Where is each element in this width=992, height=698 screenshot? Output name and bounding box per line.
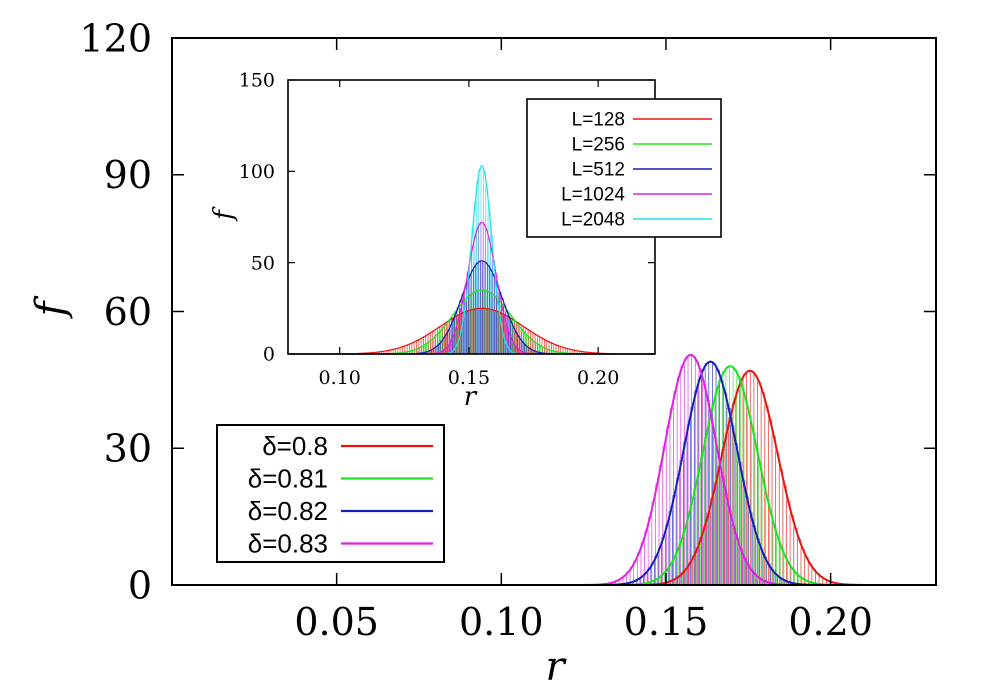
- main-histogram-bar: [644, 530, 649, 586]
- main-histogram-bar: [772, 526, 777, 586]
- inset-legend-label-4: L=1024: [561, 185, 625, 206]
- inset-y-tick-label: 100: [239, 161, 275, 183]
- main-y-tick-label: 60: [104, 290, 152, 334]
- main-histogram-bar: [761, 482, 767, 586]
- inset-y-axis-label: f: [209, 206, 239, 222]
- main-histogram-bar: [679, 460, 684, 586]
- main-x-tick-label: 0.15: [624, 600, 709, 644]
- main-y-tick-label: 0: [128, 563, 152, 607]
- main-histogram-bar: [769, 513, 774, 586]
- inset-x-tick-label: 0.20: [577, 367, 619, 389]
- inset-axis-ticks: 0.10 0.15 0.20 0 50 100 150: [239, 70, 655, 389]
- inset-x-tick-label: 0.10: [319, 367, 361, 389]
- main-histogram-bar: [675, 478, 681, 586]
- main-histogram-bar: [665, 426, 671, 586]
- main-histogram-bar: [793, 527, 798, 586]
- main-histogram-bars: [611, 354, 834, 586]
- main-x-axis-label: r: [545, 644, 567, 690]
- main-histogram-bar: [683, 441, 688, 586]
- main-histogram-bar: [778, 469, 784, 586]
- main-histogram-bar: [651, 501, 656, 586]
- main-histogram-bar: [658, 465, 664, 586]
- main-y-axis-label: f: [28, 295, 74, 319]
- main-histogram-bar: [668, 510, 673, 586]
- inset-x-tick-label: 0.15: [448, 367, 490, 389]
- main-histogram-bar: [789, 515, 795, 586]
- inset-y-tick-label: 0: [263, 344, 275, 366]
- main-histogram-bar: [765, 498, 770, 586]
- main-histogram-bar: [754, 447, 759, 586]
- main-plot: 0.05 0.10 0.15 0.20 0 30 60 90 120 r f: [28, 16, 937, 690]
- main-histogram-bar: [661, 537, 666, 586]
- main-histogram-bar: [786, 500, 791, 586]
- main-y-tick-label: 90: [104, 153, 152, 197]
- main-legend: δ=0.8δ=0.81δ=0.82δ=0.83: [216, 424, 445, 563]
- inset-legend-label-2: L=256: [572, 135, 625, 156]
- inset-legend-label-1: L=128: [572, 110, 625, 131]
- main-legend-box: [216, 424, 445, 563]
- main-histogram-bar: [655, 483, 660, 586]
- inset-legend-label-5: L=2048: [561, 210, 625, 231]
- main-x-tick-label: 0.10: [459, 600, 544, 644]
- inset-legend-label-3: L=512: [572, 160, 625, 181]
- main-legend-label-4: δ=0.83: [248, 529, 328, 559]
- main-histogram-bar: [775, 452, 780, 586]
- main-histogram-bar: [750, 430, 756, 586]
- main-legend-label-2: δ=0.81: [248, 464, 328, 494]
- main-axis-ticks: 0.05 0.10 0.15 0.20 0 30 60 90 120: [79, 16, 936, 644]
- main-histogram-bar: [782, 485, 787, 586]
- inset-legend-box: [526, 98, 722, 238]
- main-histogram-bar: [771, 435, 776, 586]
- main-x-tick-label: 0.05: [294, 600, 379, 644]
- main-histogram-bar: [672, 495, 677, 586]
- inset-x-axis-label: r: [464, 382, 478, 412]
- main-y-tick-label: 120: [79, 16, 152, 60]
- inset-y-tick-label: 50: [251, 252, 275, 274]
- inset-y-tick-label: 150: [239, 70, 275, 92]
- inset-legend: L=128 L=256 L=512 L=1024 L=2048: [526, 98, 722, 238]
- main-y-tick-label: 30: [104, 427, 152, 471]
- main-histogram-bar: [758, 465, 763, 586]
- main-legend-label-1: δ=0.8: [262, 431, 328, 461]
- main-legend-label-3: δ=0.82: [248, 496, 328, 526]
- main-x-tick-label: 0.20: [788, 600, 873, 644]
- main-histogram-bar: [647, 516, 653, 586]
- main-histogram-bar: [662, 445, 667, 586]
